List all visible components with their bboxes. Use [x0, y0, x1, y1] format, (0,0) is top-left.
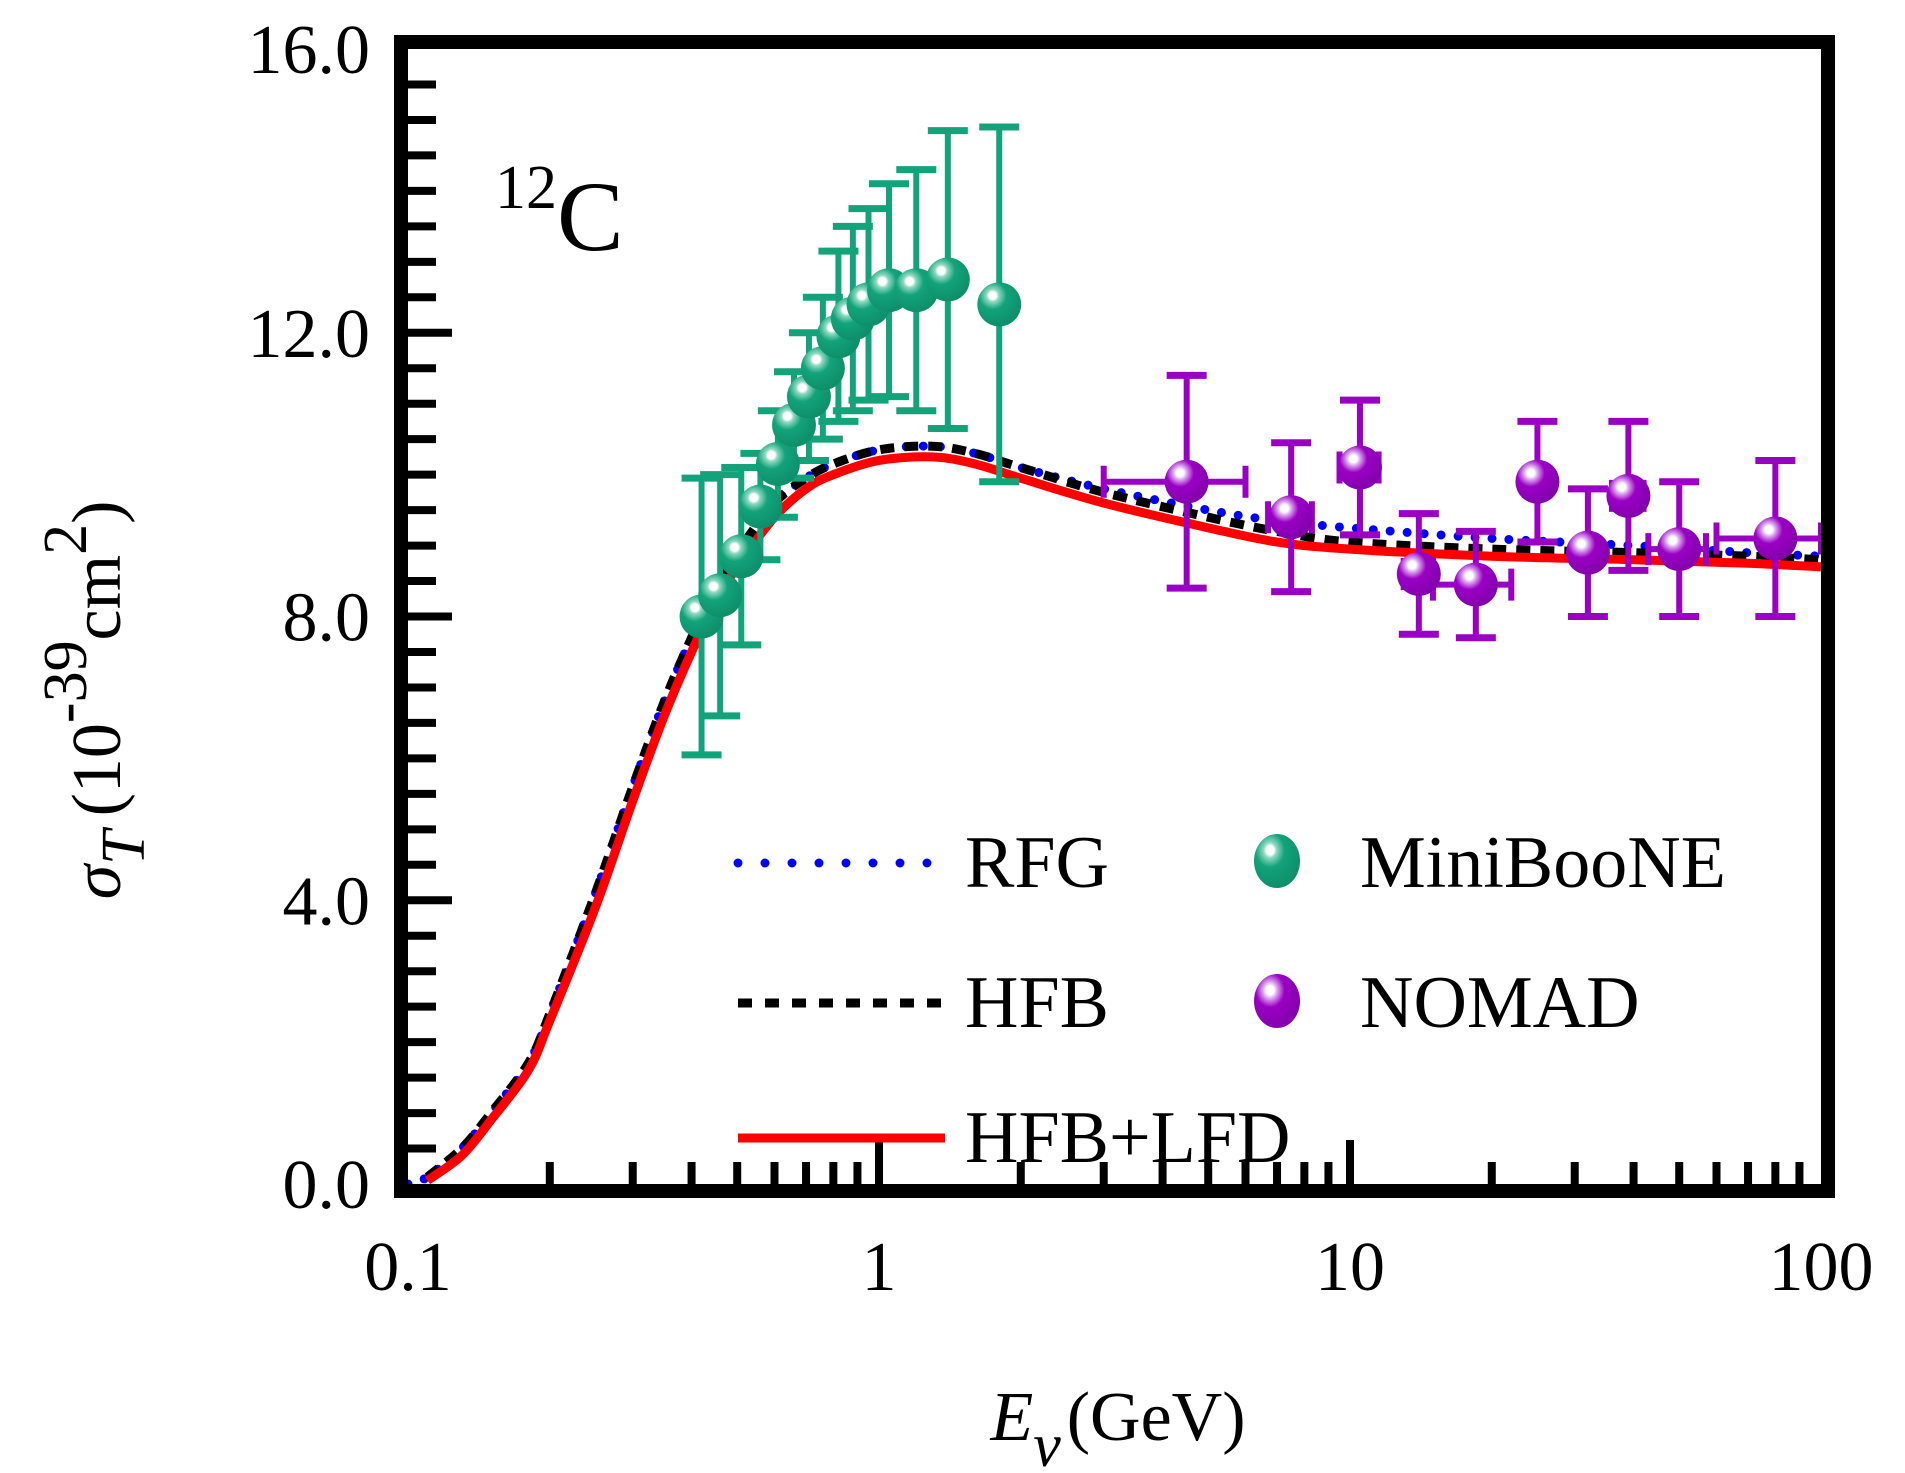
y-axis-unit-exp: -39: [32, 640, 100, 723]
legend-marker-miniboone: [1254, 834, 1300, 888]
x-tick-label: 100: [1769, 1229, 1874, 1306]
axis-ticks: [408, 80, 1804, 1184]
nomad-point: [1565, 530, 1610, 575]
y-tick-label: 4.0: [283, 863, 371, 940]
legend-label-hfb-lfd: HFB+LFD: [965, 1097, 1290, 1179]
miniboone-point: [698, 573, 743, 618]
nomad-point: [1515, 459, 1560, 504]
legend-label-miniboone: MiniBooNE: [1360, 822, 1726, 904]
miniboone-point: [925, 257, 970, 302]
y-axis-unit-exp2: 2: [32, 524, 100, 555]
nomad-point: [1657, 527, 1702, 572]
y-axis-unit-prefix: (10: [59, 723, 136, 816]
y-tick-label: 16.0: [248, 12, 371, 89]
nomad-point: [1337, 445, 1382, 490]
legend-label-rfg: RFG: [965, 822, 1109, 904]
nucleus-annotation: 12C: [495, 154, 624, 272]
legend: RFG HFB HFB+LFD MiniBooNE NOMAD: [733, 822, 1726, 1179]
tick-labels: 0.0 4.0 8.0 12.0 16.0 0.1 1 10 100: [248, 12, 1874, 1306]
y-axis-symbol: σ: [59, 862, 136, 899]
plot-frame: [394, 35, 1835, 1198]
nucleus-mass: 12: [495, 154, 557, 222]
y-axis-subscript: T: [90, 826, 158, 865]
legend-marker-nomad: [1254, 974, 1300, 1028]
nomad-point: [1606, 473, 1651, 518]
data-points: [679, 257, 1798, 639]
x-tick-label: 0.1: [364, 1229, 452, 1306]
x-axis-symbol: E: [989, 1379, 1033, 1456]
y-axis-unit-mid: cm: [59, 555, 136, 641]
nomad-point: [1753, 516, 1798, 561]
error-bars: [681, 123, 1824, 759]
nomad-point: [1164, 459, 1209, 504]
y-tick-label: 12.0: [248, 296, 371, 373]
nomad-point: [1269, 495, 1314, 540]
y-axis-label: σT (10-39cm2): [32, 501, 158, 900]
nucleus-symbol: C: [557, 161, 624, 272]
miniboone-point: [719, 534, 764, 579]
series-line-hfb-lfd: [424, 452, 1821, 1184]
miniboone-point: [738, 484, 783, 529]
legend-label-nomad: NOMAD: [1360, 962, 1640, 1044]
y-tick-label: 8.0: [283, 580, 371, 657]
x-tick-label: 10: [1315, 1229, 1385, 1306]
y-tick-label: 0.0: [283, 1147, 371, 1224]
legend-label-hfb: HFB: [965, 962, 1109, 1044]
x-axis-label: Eν(GeV): [989, 1379, 1245, 1473]
x-tick-label: 1: [862, 1229, 897, 1306]
miniboone-point: [755, 441, 800, 486]
series-line-hfb: [424, 441, 1821, 1181]
x-axis-unit: (GeV): [1067, 1379, 1246, 1456]
y-axis-unit-suffix: ): [59, 501, 136, 524]
miniboone-point: [977, 282, 1022, 327]
x-axis-subscript: ν: [1033, 1412, 1061, 1473]
nomad-point: [1453, 562, 1498, 607]
model-curves: [408, 441, 1821, 1184]
nomad-point: [1396, 551, 1441, 596]
